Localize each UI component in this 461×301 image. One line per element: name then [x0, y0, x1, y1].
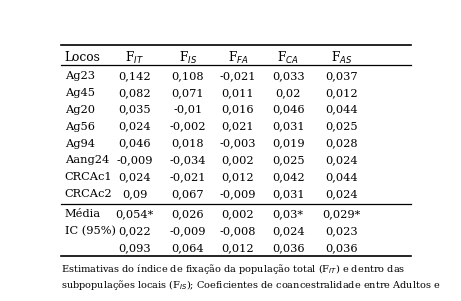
Text: 0,031: 0,031	[272, 189, 304, 199]
Text: CRCAc2: CRCAc2	[65, 189, 112, 199]
Text: 0,036: 0,036	[325, 243, 358, 253]
Text: 0,012: 0,012	[222, 243, 254, 253]
Text: Ag20: Ag20	[65, 105, 95, 115]
Text: 0,019: 0,019	[272, 138, 304, 148]
Text: 0,025: 0,025	[272, 155, 304, 166]
Text: 0,044: 0,044	[325, 172, 358, 182]
Text: 0,046: 0,046	[118, 138, 151, 148]
Text: -0,034: -0,034	[170, 155, 206, 166]
Text: 0,108: 0,108	[171, 71, 204, 81]
Text: 0,024: 0,024	[118, 122, 151, 132]
Text: 0,033: 0,033	[272, 71, 304, 81]
Text: 0,011: 0,011	[222, 88, 254, 98]
Text: 0,071: 0,071	[171, 88, 204, 98]
Text: 0,025: 0,025	[325, 122, 358, 132]
Text: 0,029*: 0,029*	[323, 209, 361, 219]
Text: 0,031: 0,031	[272, 122, 304, 132]
Text: 0,012: 0,012	[325, 88, 358, 98]
Text: 0,067: 0,067	[171, 189, 204, 199]
Text: F$_{FA}$: F$_{FA}$	[228, 50, 248, 66]
Text: -0,002: -0,002	[170, 122, 206, 132]
Text: 0,021: 0,021	[222, 122, 254, 132]
Text: subpopulações locais (F$_{IS}$); Coeficientes de coancestralidade entre Adultos : subpopulações locais (F$_{IS}$); Coefici…	[61, 278, 441, 292]
Text: 0,037: 0,037	[325, 71, 358, 81]
Text: 0,024: 0,024	[272, 226, 304, 236]
Text: 0,042: 0,042	[272, 172, 304, 182]
Text: 0,044: 0,044	[325, 105, 358, 115]
Text: Aang24: Aang24	[65, 155, 109, 166]
Text: Ag45: Ag45	[65, 88, 95, 98]
Text: 0,064: 0,064	[171, 243, 204, 253]
Text: -0,003: -0,003	[220, 138, 256, 148]
Text: Locos: Locos	[65, 51, 100, 64]
Text: Média: Média	[65, 209, 101, 219]
Text: 0,016: 0,016	[222, 105, 254, 115]
Text: -0,021: -0,021	[170, 172, 206, 182]
Text: -0,01: -0,01	[173, 105, 203, 115]
Text: Ag56: Ag56	[65, 122, 95, 132]
Text: 0,03*: 0,03*	[272, 209, 303, 219]
Text: -0,008: -0,008	[220, 226, 256, 236]
Text: 0,02: 0,02	[275, 88, 301, 98]
Text: 0,046: 0,046	[272, 105, 304, 115]
Text: CRCAc1: CRCAc1	[65, 172, 112, 182]
Text: Estimativas do índice de fixação da população total (F$_{IT}$) e dentro das: Estimativas do índice de fixação da popu…	[61, 262, 406, 276]
Text: 0,024: 0,024	[118, 172, 151, 182]
Text: 0,093: 0,093	[118, 243, 151, 253]
Text: 0,022: 0,022	[118, 226, 151, 236]
Text: 0,024: 0,024	[325, 155, 358, 166]
Text: 0,142: 0,142	[118, 71, 151, 81]
Text: 0,023: 0,023	[325, 226, 358, 236]
Text: 0,028: 0,028	[325, 138, 358, 148]
Text: -0,009: -0,009	[220, 189, 256, 199]
Text: 0,09: 0,09	[122, 189, 147, 199]
Text: F$_{CA}$: F$_{CA}$	[277, 50, 299, 66]
Text: F$_{AS}$: F$_{AS}$	[331, 50, 353, 66]
Text: 0,035: 0,035	[118, 105, 151, 115]
Text: Ag23: Ag23	[65, 71, 95, 81]
Text: 0,012: 0,012	[222, 172, 254, 182]
Text: -0,009: -0,009	[116, 155, 153, 166]
Text: 0,026: 0,026	[171, 209, 204, 219]
Text: IC (95%): IC (95%)	[65, 226, 116, 236]
Text: 0,054*: 0,054*	[115, 209, 154, 219]
Text: 0,002: 0,002	[222, 209, 254, 219]
Text: 0,036: 0,036	[272, 243, 304, 253]
Text: -0,021: -0,021	[220, 71, 256, 81]
Text: Ag94: Ag94	[65, 138, 95, 148]
Text: 0,002: 0,002	[222, 155, 254, 166]
Text: 0,024: 0,024	[325, 189, 358, 199]
Text: 0,018: 0,018	[171, 138, 204, 148]
Text: -0,009: -0,009	[170, 226, 206, 236]
Text: 0,082: 0,082	[118, 88, 151, 98]
Text: F$_{IS}$: F$_{IS}$	[179, 50, 197, 66]
Text: F$_{IT}$: F$_{IT}$	[125, 50, 144, 66]
